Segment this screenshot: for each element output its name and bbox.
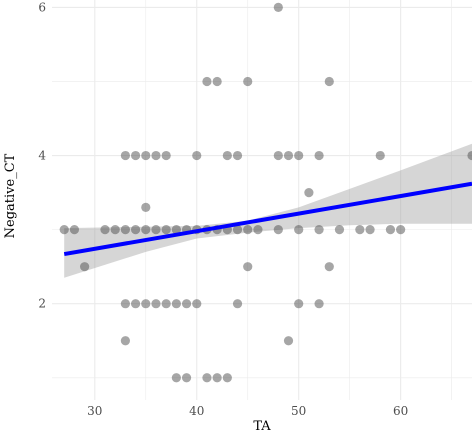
data-point bbox=[355, 225, 365, 235]
y-tick-label: 6 bbox=[38, 0, 46, 14]
data-point bbox=[365, 225, 375, 235]
data-point bbox=[161, 299, 171, 309]
data-point bbox=[181, 373, 192, 383]
data-point bbox=[69, 225, 80, 235]
x-axis-title: TA bbox=[253, 419, 271, 433]
data-point bbox=[59, 225, 69, 235]
data-point bbox=[212, 76, 222, 87]
data-point bbox=[396, 225, 406, 235]
data-point bbox=[324, 76, 334, 87]
data-point bbox=[314, 299, 324, 309]
x-tick-label: 50 bbox=[291, 404, 306, 418]
data-point bbox=[222, 150, 232, 161]
data-point bbox=[100, 225, 110, 235]
data-point bbox=[273, 225, 283, 235]
data-point bbox=[294, 150, 304, 161]
data-point bbox=[273, 150, 283, 161]
data-point bbox=[151, 299, 161, 309]
data-point bbox=[243, 76, 253, 87]
x-tick-label: 40 bbox=[189, 404, 204, 418]
data-point bbox=[130, 299, 141, 309]
data-point bbox=[324, 262, 334, 272]
data-point bbox=[202, 373, 212, 383]
tick-labels: 30 40 50 60 2 4 6 bbox=[38, 0, 408, 418]
data-point bbox=[171, 373, 181, 383]
y-tick-label: 4 bbox=[38, 149, 46, 163]
data-point bbox=[202, 76, 212, 87]
data-point bbox=[192, 299, 202, 309]
data-point bbox=[192, 150, 202, 161]
data-point bbox=[294, 225, 304, 235]
data-point bbox=[222, 373, 232, 383]
x-tick-label: 60 bbox=[393, 404, 408, 418]
data-point bbox=[334, 225, 345, 235]
data-point bbox=[314, 225, 324, 235]
trend-line-group bbox=[63, 181, 472, 257]
data-point bbox=[151, 225, 161, 235]
data-point bbox=[232, 299, 243, 309]
confidence-band-group bbox=[64, 143, 472, 278]
data-point bbox=[120, 299, 130, 309]
data-points bbox=[59, 2, 472, 383]
data-point bbox=[141, 150, 151, 161]
data-point bbox=[130, 150, 141, 161]
data-point bbox=[161, 150, 171, 161]
data-point bbox=[294, 299, 304, 309]
data-point bbox=[385, 225, 396, 235]
data-point bbox=[171, 299, 181, 309]
data-point bbox=[314, 150, 324, 161]
data-point bbox=[151, 150, 161, 161]
data-point bbox=[161, 225, 171, 235]
data-point bbox=[141, 225, 151, 235]
data-point bbox=[120, 336, 130, 346]
data-point bbox=[243, 225, 253, 235]
data-point bbox=[130, 225, 141, 235]
data-point bbox=[304, 187, 314, 198]
data-point bbox=[283, 336, 294, 346]
data-point bbox=[253, 225, 263, 235]
trend-line bbox=[63, 181, 472, 257]
data-point bbox=[375, 150, 385, 161]
data-point bbox=[181, 299, 192, 309]
data-point bbox=[273, 2, 283, 13]
data-point bbox=[120, 150, 130, 161]
data-point bbox=[120, 225, 130, 235]
data-point bbox=[80, 262, 90, 272]
data-point bbox=[141, 202, 151, 213]
data-point bbox=[467, 150, 472, 161]
data-point bbox=[141, 299, 151, 309]
data-point bbox=[110, 225, 120, 235]
y-axis-title: Negative_CT bbox=[3, 153, 18, 238]
x-tick-label: 30 bbox=[87, 404, 102, 418]
data-point bbox=[243, 262, 253, 272]
data-point bbox=[232, 225, 243, 235]
y-tick-label: 2 bbox=[38, 297, 46, 311]
data-point bbox=[232, 150, 243, 161]
data-point bbox=[212, 373, 222, 383]
data-point bbox=[283, 150, 294, 161]
confidence-band bbox=[64, 143, 472, 278]
data-point bbox=[171, 225, 181, 235]
